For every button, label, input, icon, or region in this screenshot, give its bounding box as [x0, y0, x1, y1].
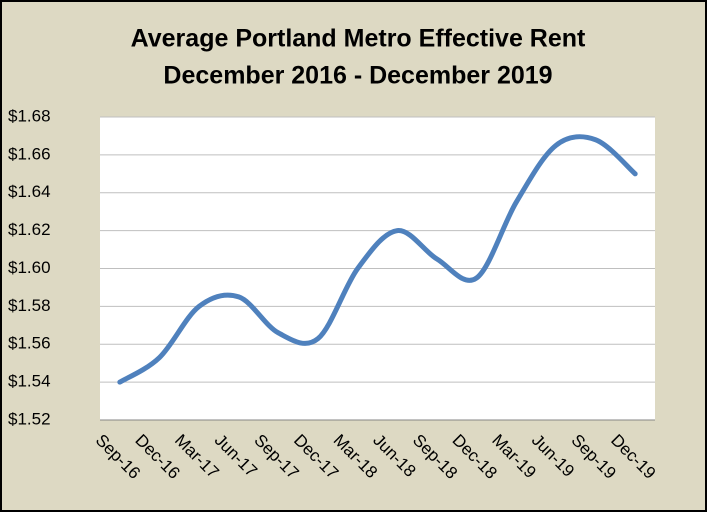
chart-subtitle: December 2016 - December 2019 — [163, 62, 552, 90]
data-line — [117, 134, 638, 385]
y-tick-label: $1.60 — [8, 258, 51, 277]
y-tick-label: $1.56 — [8, 334, 51, 353]
y-tick-label: $1.64 — [8, 182, 51, 201]
y-tick-label: $1.54 — [8, 372, 51, 391]
y-tick-label: $1.58 — [8, 296, 51, 315]
chart-title: Average Portland Metro Effective Rent — [131, 25, 586, 53]
y-tick-label: $1.62 — [8, 220, 51, 239]
y-tick-label: $1.68 — [8, 106, 51, 125]
y-tick-label: $1.66 — [8, 144, 51, 163]
y-tick-label: $1.52 — [8, 409, 51, 428]
